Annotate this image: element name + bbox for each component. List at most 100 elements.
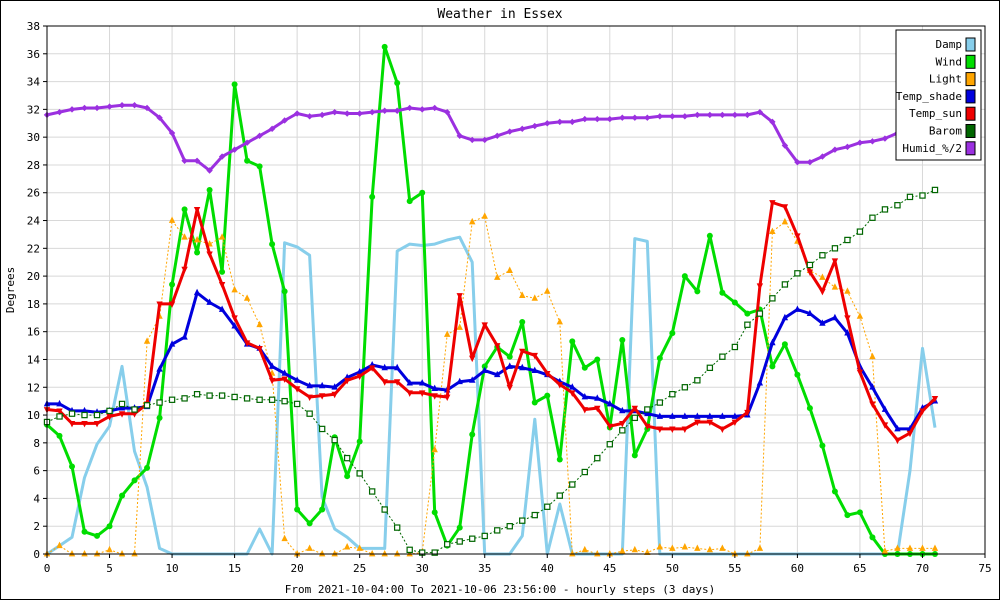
- data-point-wind: [94, 532, 101, 539]
- data-point-humid-2: [106, 103, 113, 110]
- data-point-barom: [531, 511, 538, 519]
- data-point-barom: [881, 206, 889, 213]
- data-point-barom: [168, 396, 176, 403]
- data-point-temp-shade: [719, 412, 726, 419]
- series-line-wind: [46, 45, 935, 556]
- data-point-light: [256, 320, 263, 328]
- data-point-temp-sun: [306, 394, 313, 401]
- data-point-humid-2: [381, 107, 388, 114]
- data-point-temp-sun: [594, 405, 601, 413]
- data-point-humid-2: [231, 146, 238, 153]
- data-point-temp-shade: [644, 409, 651, 417]
- data-point-temp-shade: [318, 381, 326, 389]
- data-point-wind: [469, 431, 476, 438]
- data-point-light: [106, 545, 113, 553]
- series-barom: [43, 186, 939, 556]
- data-point-humid-2: [719, 111, 726, 119]
- data-point-humid-2: [156, 114, 163, 121]
- data-point-temp-shade: [819, 319, 826, 326]
- data-point-temp-sun: [356, 373, 363, 381]
- data-point-humid-2: [343, 110, 351, 117]
- y-tick-label: 28: [27, 159, 40, 172]
- data-point-barom: [819, 252, 826, 259]
- data-point-light: [306, 544, 313, 551]
- data-point-wind: [744, 310, 751, 317]
- data-point-temp-sun: [806, 269, 814, 276]
- data-point-wind: [106, 523, 113, 530]
- data-point-wind: [781, 341, 788, 348]
- data-point-temp-sun: [819, 288, 826, 296]
- data-point-light: [143, 337, 151, 344]
- data-point-temp-sun: [456, 293, 463, 300]
- data-point-temp-shade: [218, 305, 226, 312]
- data-point-humid-2: [856, 139, 864, 146]
- data-point-temp-shade: [56, 399, 63, 407]
- data-point-light: [881, 547, 889, 554]
- data-point-wind: [256, 163, 263, 170]
- data-point-humid-2: [131, 102, 138, 109]
- y-tick-label: 24: [27, 215, 41, 228]
- data-point-barom: [844, 236, 851, 244]
- data-point-humid-2: [306, 113, 313, 120]
- data-point-light: [869, 352, 876, 360]
- data-point-humid-2: [318, 111, 326, 119]
- data-point-temp-sun: [218, 282, 226, 289]
- x-tick-label: 65: [853, 562, 866, 575]
- y-tick-label: 34: [27, 76, 41, 89]
- data-point-wind: [669, 330, 676, 337]
- data-point-light: [544, 287, 551, 294]
- data-point-temp-shade: [756, 379, 764, 386]
- data-point-barom: [206, 392, 213, 399]
- data-point-light: [519, 291, 526, 298]
- data-point-temp-sun: [231, 315, 238, 322]
- data-point-humid-2: [368, 108, 376, 116]
- data-point-temp-sun: [243, 340, 251, 347]
- data-point-temp-sun: [756, 283, 764, 290]
- data-point-barom: [143, 402, 151, 409]
- data-point-barom: [331, 436, 338, 444]
- data-point-light: [581, 545, 588, 553]
- data-point-wind: [406, 198, 413, 205]
- x-tick-label: 10: [165, 562, 178, 575]
- data-point-temp-shade: [656, 412, 664, 419]
- data-point-temp-shade: [481, 366, 488, 373]
- data-point-temp-sun: [419, 390, 426, 397]
- data-point-light: [656, 543, 664, 550]
- data-point-temp-sun: [106, 414, 113, 421]
- data-point-light: [469, 217, 476, 225]
- data-point-temp-sun: [656, 426, 664, 433]
- data-point-humid-2: [393, 107, 401, 114]
- data-point-humid-2: [556, 118, 563, 126]
- data-point-humid-2: [869, 138, 876, 145]
- data-point-humid-2: [619, 114, 626, 121]
- data-point-temp-sun: [681, 426, 689, 433]
- data-point-barom: [669, 391, 676, 398]
- data-point-barom: [343, 454, 351, 462]
- data-point-humid-2: [681, 113, 689, 120]
- x-tick-label: 75: [978, 562, 991, 575]
- data-point-temp-sun: [68, 420, 76, 428]
- y-tick-label: 36: [27, 48, 40, 61]
- data-point-temp-shade: [306, 381, 313, 389]
- x-axis-label: From 2021-10-04:00 To 2021-10-06 23:56:0…: [285, 583, 715, 596]
- data-point-wind: [631, 452, 638, 459]
- data-point-light: [381, 550, 388, 557]
- data-point-humid-2: [494, 132, 501, 139]
- data-point-temp-shade: [431, 384, 438, 392]
- data-point-humid-2: [243, 139, 251, 146]
- data-point-barom: [506, 523, 513, 530]
- data-point-temp-sun: [481, 322, 488, 329]
- data-point-humid-2: [118, 102, 126, 109]
- data-point-temp-shade: [781, 313, 789, 321]
- data-point-temp-sun: [181, 266, 188, 274]
- data-point-light: [694, 544, 701, 551]
- data-point-barom: [731, 343, 739, 351]
- data-point-temp-shade: [844, 329, 851, 336]
- data-point-temp-sun: [331, 391, 338, 399]
- data-point-barom: [469, 535, 476, 542]
- data-point-barom: [906, 193, 914, 201]
- data-point-light: [93, 550, 101, 557]
- data-point-wind: [81, 528, 88, 535]
- data-point-temp-shade: [669, 412, 676, 419]
- data-point-humid-2: [218, 153, 226, 160]
